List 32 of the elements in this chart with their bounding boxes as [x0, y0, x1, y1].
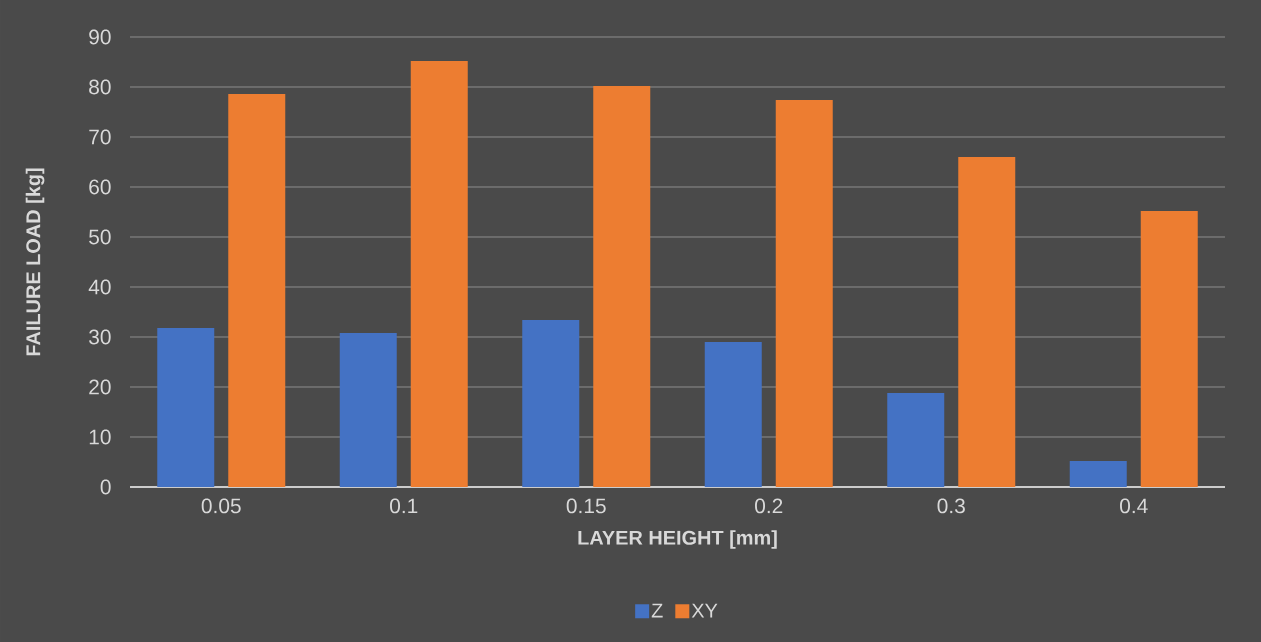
- y-tick-label: 30: [89, 329, 111, 345]
- x-axis-title: LAYER HEIGHT [mm]: [578, 530, 777, 549]
- x-tick-label: 0.3: [937, 498, 965, 514]
- bar: [1140, 210, 1198, 487]
- y-tick-label: 10: [89, 429, 111, 445]
- y-tick-label: 20: [89, 379, 111, 395]
- y-tick-label: 90: [89, 29, 111, 45]
- y-tick-label: 0: [100, 479, 111, 495]
- bar: [1069, 460, 1127, 487]
- bar: [410, 61, 468, 487]
- bar: [958, 156, 1016, 487]
- x-tick-label: 0.4: [1120, 498, 1148, 514]
- y-tick-label: 40: [88, 279, 111, 295]
- y-tick-label: 70: [89, 129, 111, 145]
- bar: [522, 319, 580, 487]
- bar: [704, 341, 762, 487]
- y-axis-title: FAILURE LOAD [kg]: [25, 168, 45, 356]
- x-tick-label: 0.2: [755, 498, 783, 514]
- x-tick-label: 0.15: [566, 498, 606, 514]
- x-tick-label: 0.1: [390, 498, 418, 514]
- y-tick-label: 60: [89, 179, 111, 195]
- bar: [593, 86, 651, 487]
- bar: [339, 332, 397, 487]
- bar: [775, 100, 833, 487]
- bar: [157, 327, 215, 487]
- y-tick-label: 50: [89, 229, 111, 245]
- x-tick-label: 0.05: [201, 498, 241, 514]
- bar: [887, 392, 945, 487]
- y-tick-label: 80: [89, 79, 111, 95]
- bar: [228, 94, 286, 487]
- legend-label: XY: [691, 603, 718, 618]
- legend-label: Z: [651, 603, 663, 618]
